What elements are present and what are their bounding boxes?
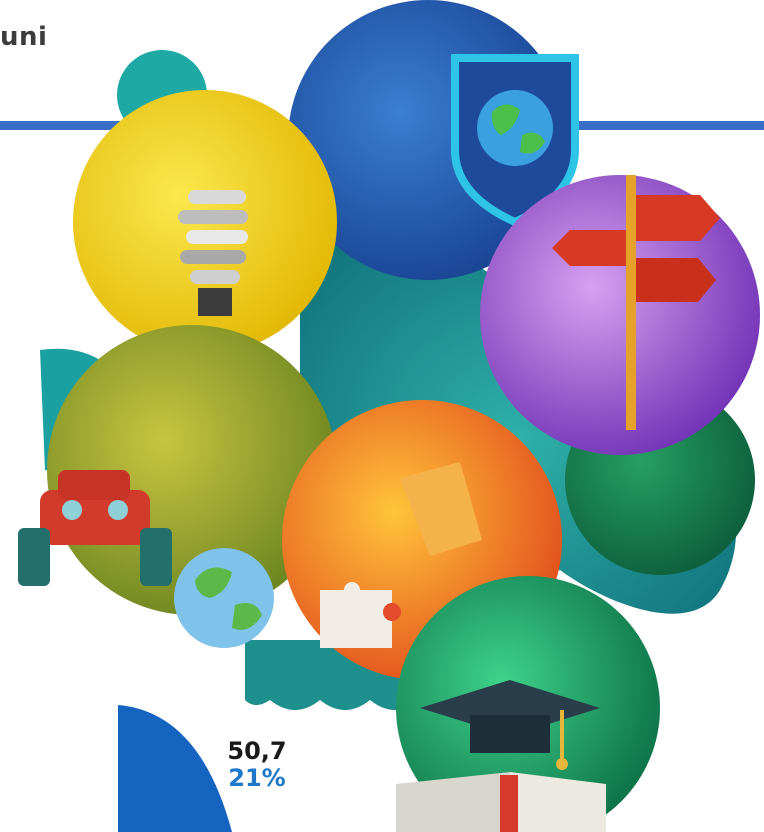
- globe-land: [491, 104, 545, 154]
- stat-value: 50,7: [227, 737, 287, 765]
- stat-percent: 21%: [228, 764, 286, 792]
- puzzle-piece-white-icon: [320, 582, 401, 648]
- page-title-fragment: uni: [0, 22, 48, 52]
- purple-circle: [480, 175, 760, 455]
- car-icon: [18, 470, 172, 586]
- pie-segment: [118, 705, 232, 832]
- stat-label: 50,7 21%: [222, 738, 292, 792]
- globe-puzzle-icon: [174, 548, 274, 648]
- book-icon: [396, 772, 606, 832]
- signpost-icon: [552, 175, 720, 430]
- globe-icon: [477, 90, 553, 166]
- graduation-cap-icon: [420, 680, 600, 770]
- lightbulb-icon: [178, 190, 248, 316]
- puzzle-piece-icon: [400, 462, 482, 556]
- globe-puzzle-land: [195, 567, 262, 630]
